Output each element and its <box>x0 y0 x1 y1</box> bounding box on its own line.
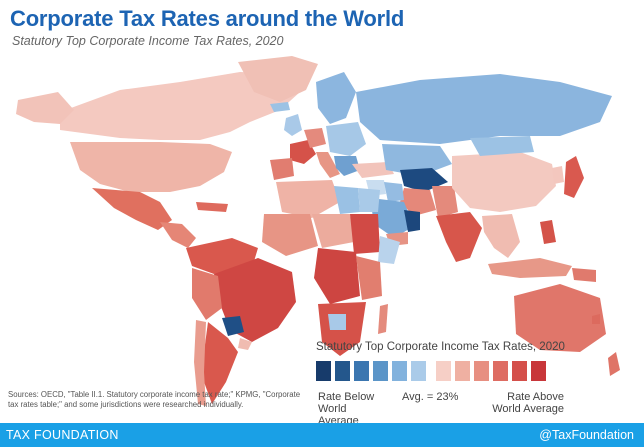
region-germany-benelux <box>304 128 326 148</box>
legend-swatch-below <box>335 361 350 381</box>
region-west-africa <box>262 214 318 256</box>
region-australia <box>514 284 606 352</box>
region-morocco-algeria <box>276 180 340 218</box>
sources-note: Sources: OECD, "Table II.1. Statutory co… <box>8 390 301 409</box>
region-new-zealand <box>608 352 620 376</box>
legend-swatch-below <box>411 361 426 381</box>
region-iran <box>400 188 436 216</box>
region-italy <box>316 152 340 178</box>
legend-swatch-above <box>531 361 546 381</box>
region-china <box>452 152 556 212</box>
region-korea <box>552 166 564 184</box>
legend-label-below: Rate Below World Average <box>318 391 375 427</box>
region-niger-chad <box>312 214 354 248</box>
region-uruguay <box>238 338 252 350</box>
region-kazakhstan <box>382 144 452 176</box>
map-legend: Statutory Top Corporate Income Tax Rates… <box>316 341 565 427</box>
region-canada <box>60 72 300 140</box>
region-turkey <box>352 162 394 178</box>
region-iberia <box>270 158 294 180</box>
region-central-africa <box>314 248 360 304</box>
region-paraguay <box>222 316 244 336</box>
region-greenland <box>238 56 318 102</box>
legend-swatch-below <box>354 361 369 381</box>
region-uk-ireland <box>284 114 302 136</box>
region-egypt <box>358 188 380 212</box>
legend-title: Statutory Top Corporate Income Tax Rates… <box>316 341 565 353</box>
legend-swatch-above <box>436 361 451 381</box>
region-east-africa <box>356 256 382 300</box>
region-balkans <box>334 156 360 176</box>
region-philippines <box>540 220 556 244</box>
region-scandinavia <box>316 72 356 124</box>
page-subtitle: Statutory Top Corporate Income Tax Rates… <box>12 34 284 48</box>
region-chile <box>194 320 206 406</box>
page-title: Corporate Tax Rates around the World <box>10 6 405 31</box>
region-botswana <box>328 314 346 330</box>
region-peru-bolivia <box>192 268 222 320</box>
region-new-caledonia <box>592 314 600 324</box>
footer-handle[interactable]: @TaxFoundation <box>539 428 634 442</box>
region-japan <box>564 156 584 198</box>
region-indonesia <box>488 258 572 278</box>
region-russia <box>356 74 612 144</box>
region-madagascar <box>378 304 388 334</box>
legend-swatch-below <box>392 361 407 381</box>
region-horn <box>378 236 400 264</box>
footer-brand[interactable]: TAX FOUNDATION <box>6 428 119 442</box>
region-png <box>572 268 596 282</box>
region-uae-oman <box>404 210 420 232</box>
region-southeast-asia <box>482 214 520 258</box>
region-central-america <box>160 222 196 248</box>
region-libya <box>334 186 360 214</box>
region-saudi-arabia <box>370 198 414 238</box>
legend-label-average: Avg. = 23% <box>402 391 459 403</box>
region-alaska <box>16 92 74 124</box>
region-mongolia <box>470 136 534 156</box>
region-argentina <box>204 322 238 404</box>
legend-swatch-below <box>373 361 388 381</box>
legend-swatch-above <box>493 361 508 381</box>
legend-swatch-below <box>316 361 331 381</box>
region-usa <box>70 142 232 192</box>
region-india <box>436 212 482 262</box>
world-map <box>0 52 644 422</box>
legend-swatch-above <box>512 361 527 381</box>
legend-swatch-above <box>474 361 489 381</box>
region-caribbean <box>196 202 228 212</box>
region-sudan <box>350 214 380 254</box>
legend-label-above: Rate Above World Average <box>492 391 564 415</box>
region-iraq <box>384 182 404 202</box>
legend-swatches <box>316 361 556 381</box>
region-iceland <box>270 102 290 112</box>
footer-bar: TAX FOUNDATION @TaxFoundation <box>0 423 644 447</box>
region-afghanistan-pakistan <box>432 186 458 218</box>
legend-swatch-above <box>455 361 470 381</box>
region-mexico <box>92 188 172 230</box>
region-east-europe <box>326 122 366 156</box>
